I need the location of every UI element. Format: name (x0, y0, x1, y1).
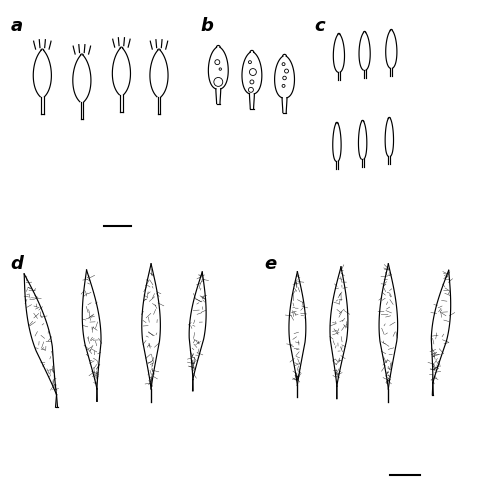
Text: e: e (264, 255, 276, 273)
Text: d: d (11, 255, 23, 273)
Text: b: b (200, 16, 213, 34)
Text: c: c (314, 16, 324, 34)
Text: a: a (11, 16, 23, 34)
